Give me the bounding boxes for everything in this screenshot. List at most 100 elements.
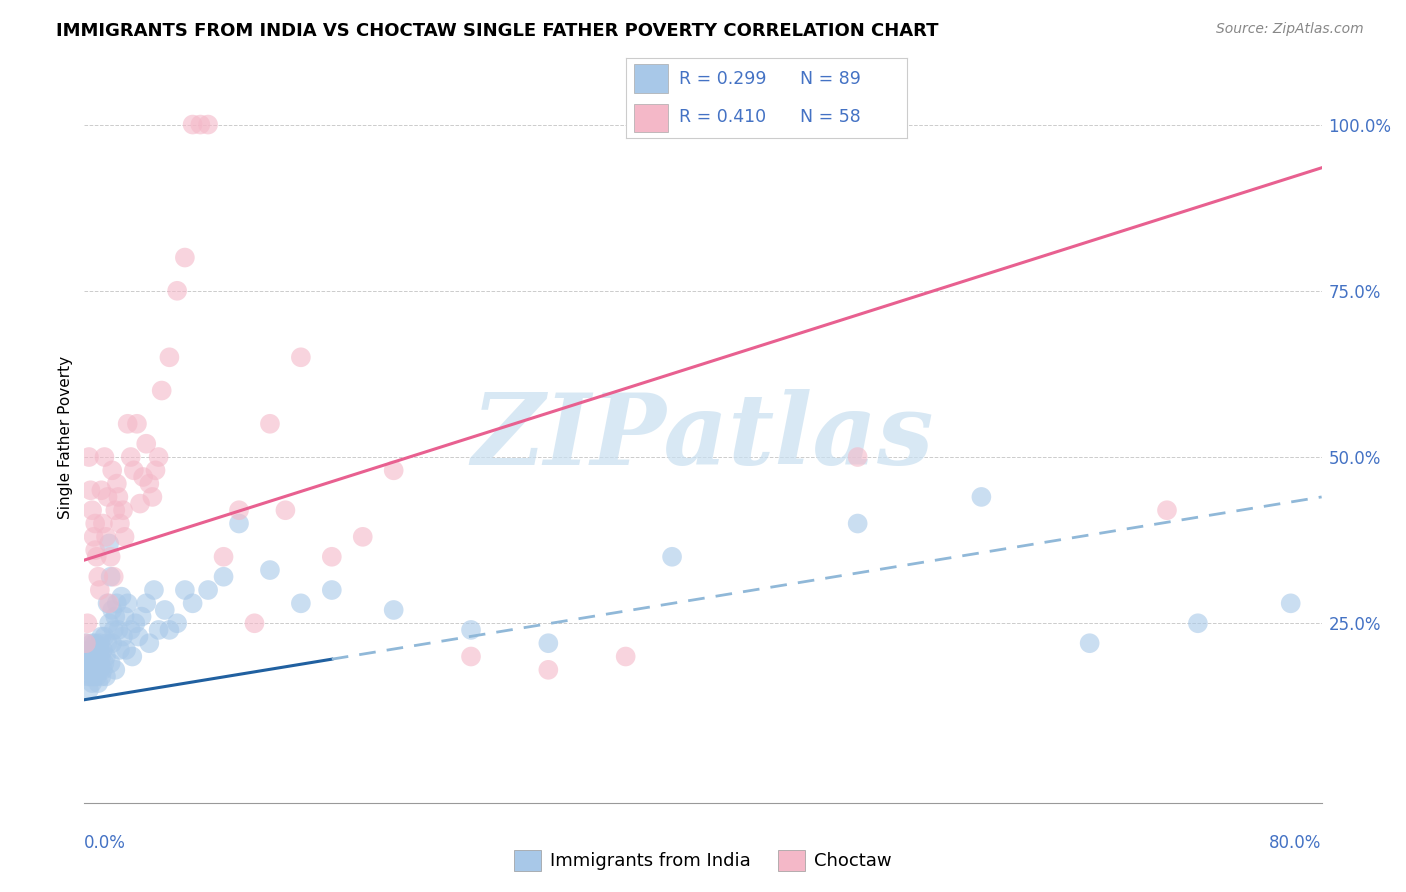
Point xyxy=(87,649,110,664)
Point xyxy=(101,463,124,477)
Point xyxy=(107,623,129,637)
Point xyxy=(90,669,112,683)
Point xyxy=(82,663,104,677)
Point xyxy=(117,596,139,610)
FancyBboxPatch shape xyxy=(634,64,668,93)
Point xyxy=(174,251,197,265)
Point xyxy=(75,649,97,664)
Point xyxy=(460,623,482,637)
Point xyxy=(125,417,148,431)
Point xyxy=(91,516,114,531)
Point xyxy=(94,669,117,683)
Point xyxy=(104,503,127,517)
Point xyxy=(188,118,212,132)
Point xyxy=(321,582,343,597)
Point xyxy=(159,623,181,637)
Point xyxy=(181,596,204,610)
Point xyxy=(79,669,101,683)
Point xyxy=(100,549,122,564)
Point xyxy=(84,543,107,558)
Text: N = 58: N = 58 xyxy=(800,109,860,127)
Point xyxy=(120,623,142,637)
Point xyxy=(82,636,104,650)
Point xyxy=(1279,596,1302,610)
Text: ZIPatlas: ZIPatlas xyxy=(472,389,934,485)
Point xyxy=(321,549,343,564)
Point xyxy=(79,656,101,670)
Point xyxy=(228,503,250,517)
Point xyxy=(105,596,128,610)
Point xyxy=(259,417,281,431)
FancyBboxPatch shape xyxy=(634,103,668,132)
Point xyxy=(79,643,101,657)
Point xyxy=(120,450,142,464)
Point xyxy=(153,603,176,617)
Point xyxy=(86,643,108,657)
Point xyxy=(846,450,869,464)
Point xyxy=(114,530,136,544)
Point xyxy=(212,570,235,584)
Text: Source: ZipAtlas.com: Source: ZipAtlas.com xyxy=(1216,22,1364,37)
Point xyxy=(86,656,108,670)
Point xyxy=(107,490,129,504)
Point xyxy=(131,609,153,624)
Point xyxy=(197,118,219,132)
Point xyxy=(352,530,374,544)
Point xyxy=(105,476,128,491)
Point xyxy=(86,549,108,564)
Point xyxy=(83,656,105,670)
Point xyxy=(124,616,146,631)
Y-axis label: Single Father Poverty: Single Father Poverty xyxy=(58,356,73,518)
Point xyxy=(76,643,98,657)
Point xyxy=(87,570,110,584)
Point xyxy=(382,463,405,477)
Point xyxy=(94,530,117,544)
Point xyxy=(98,616,121,631)
Point xyxy=(274,503,297,517)
Point xyxy=(89,643,111,657)
Point xyxy=(128,630,150,644)
Point xyxy=(150,384,173,398)
Point xyxy=(84,649,107,664)
Point xyxy=(97,596,120,610)
Point xyxy=(212,549,235,564)
Point xyxy=(108,516,131,531)
Point xyxy=(91,643,114,657)
Point xyxy=(460,649,482,664)
Point xyxy=(82,503,104,517)
Point xyxy=(98,596,121,610)
Point xyxy=(93,656,115,670)
Point xyxy=(82,676,104,690)
Point xyxy=(148,623,170,637)
Point xyxy=(103,623,125,637)
Point xyxy=(91,663,114,677)
Point xyxy=(108,643,131,657)
Point xyxy=(77,663,100,677)
Point xyxy=(117,417,139,431)
Text: R = 0.410: R = 0.410 xyxy=(679,109,766,127)
Point xyxy=(110,590,132,604)
Text: 0.0%: 0.0% xyxy=(84,834,127,852)
Point xyxy=(104,609,127,624)
Point xyxy=(129,497,152,511)
Point xyxy=(259,563,281,577)
Point xyxy=(122,463,145,477)
Point xyxy=(75,636,97,650)
Text: R = 0.299: R = 0.299 xyxy=(679,70,766,87)
Point xyxy=(148,450,170,464)
Point xyxy=(89,582,111,597)
Point xyxy=(121,649,143,664)
Point xyxy=(614,649,637,664)
Point xyxy=(181,118,204,132)
Point xyxy=(101,636,124,650)
Point xyxy=(101,603,124,617)
Point xyxy=(970,490,993,504)
Point xyxy=(1187,616,1209,631)
Text: 80.0%: 80.0% xyxy=(1270,834,1322,852)
Point xyxy=(537,636,560,650)
Point xyxy=(104,663,127,677)
Point xyxy=(537,663,560,677)
Point xyxy=(86,669,108,683)
Point xyxy=(76,656,98,670)
Point xyxy=(197,582,219,597)
